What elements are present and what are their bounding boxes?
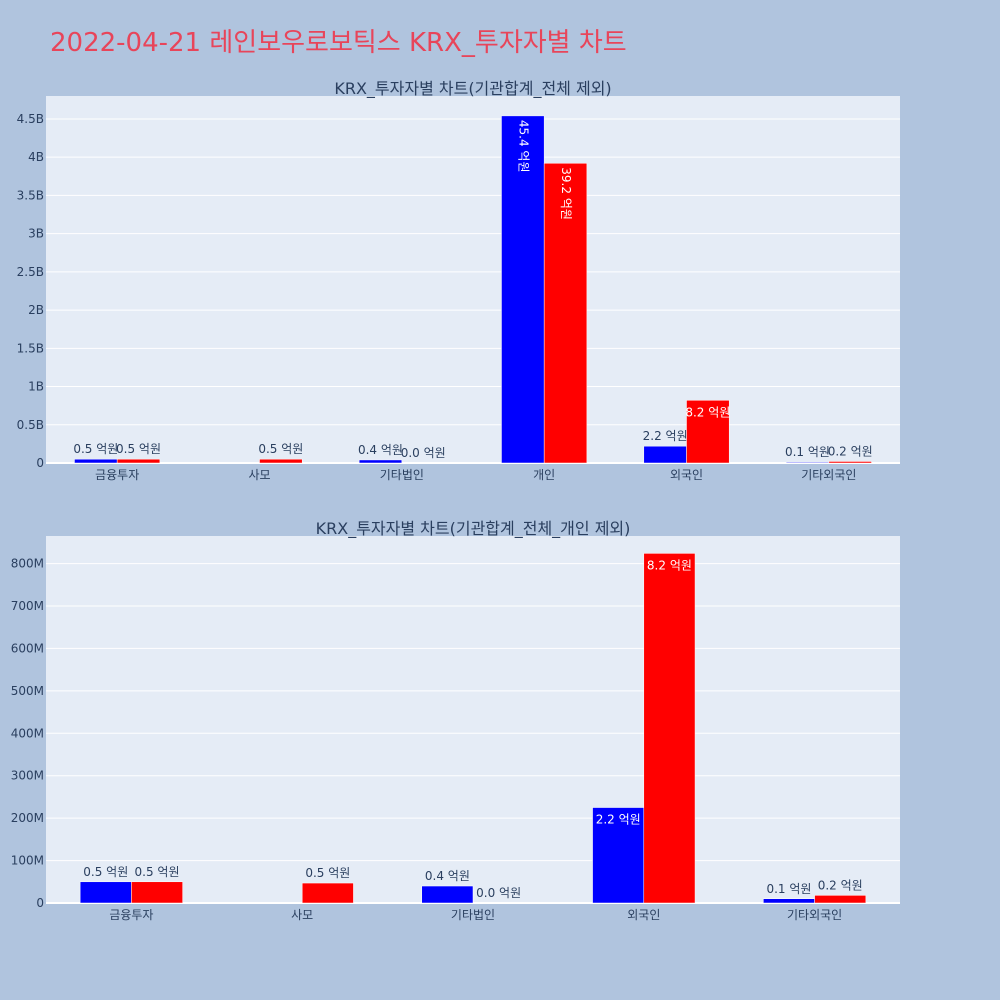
x-tick-label: 개인: [533, 468, 555, 482]
chart-title: KRX_투자자별 차트(기관합계_전체_개인 제외): [316, 519, 631, 539]
data-label: 39.2 억원: [559, 167, 573, 220]
chart-top: 0 0.5B 1B 1.5B 2B 2.5B 3B 3.5B 4B 4.5B KRX_투자자별 차트…: [17, 79, 900, 482]
data-label: 2.2 억원: [643, 429, 688, 443]
y-tick-label: 200M: [11, 811, 44, 825]
y-tick-label: 500M: [11, 684, 44, 698]
data-label: 0.5 억원: [83, 865, 128, 879]
y-tick-label: 4.5B: [17, 112, 44, 126]
bar-series-1: [763, 898, 815, 904]
data-label: 0.5 억원: [135, 865, 180, 879]
data-label: 0.1 억원: [766, 882, 811, 896]
bar-series-2: [131, 881, 183, 904]
data-label: 0.2 억원: [818, 878, 863, 892]
x-tick-label: 기타법인: [380, 468, 424, 482]
x-tick-label: 금융투자: [95, 468, 139, 482]
bar-series-2: [543, 163, 588, 464]
bar-series-2: [643, 553, 696, 904]
page-title: 2022-04-21 레인보우로보틱스 KRX_투자자별 차트: [50, 28, 627, 58]
bar-series-2: [828, 461, 872, 464]
data-label: 0.5 억원: [73, 442, 118, 456]
x-tick-label: 금융투자: [109, 908, 153, 922]
x-tick-label: 기타법인: [451, 908, 495, 922]
data-label: 2.2 억원: [596, 813, 641, 827]
y-tick-label: 2B: [28, 303, 44, 317]
y-tick-label: 0: [36, 456, 44, 470]
data-label: 0.5 억원: [305, 866, 350, 880]
y-tick-label: 0.5B: [17, 418, 44, 432]
data-label: 8.2 억원: [647, 558, 692, 572]
bar-series-1: [592, 807, 645, 904]
y-tick-label: 2.5B: [17, 265, 44, 279]
y-tick-label: 3.5B: [17, 188, 44, 202]
data-label: 0.5 억원: [258, 442, 303, 456]
data-label: 0.0 억원: [476, 886, 521, 900]
y-tick-label: 800M: [11, 557, 44, 571]
data-label: 0.5 억원: [116, 442, 161, 456]
y-tick-label: 0: [36, 896, 44, 910]
x-tick-label: 외국인: [670, 468, 703, 482]
x-tick-label: 사모: [291, 908, 313, 922]
x-tick-label: 외국인: [627, 908, 660, 922]
y-tick-label: 100M: [11, 854, 44, 868]
x-tick-label: 기타외국인: [801, 468, 856, 482]
data-label: 0.4 억원: [425, 869, 470, 883]
bar-series-1: [79, 881, 132, 904]
data-label: 8.2 억원: [685, 405, 730, 419]
data-label: 45.4 억원: [516, 120, 530, 173]
y-tick-label: 1B: [28, 380, 44, 394]
bar-series-2: [259, 458, 303, 464]
bar-series-1: [421, 885, 474, 904]
bar-series-2: [116, 458, 161, 464]
bar-series-2: [814, 895, 867, 904]
data-label: 0.4 억원: [358, 443, 403, 457]
bar-series-1: [501, 115, 545, 464]
data-label: 0.1 억원: [785, 445, 830, 459]
x-tick-label: 기타외국인: [787, 908, 842, 922]
chart-title: KRX_투자자별 차트(기관합계_전체 제외): [334, 79, 611, 99]
plot-area: [46, 536, 900, 903]
x-tick-label: 사모: [248, 468, 270, 482]
bar-series-2: [301, 882, 354, 904]
bar-series-2: [686, 400, 730, 464]
y-tick-label: 700M: [11, 599, 44, 613]
data-label: 0.2 억원: [828, 444, 873, 458]
y-tick-label: 1.5B: [17, 341, 44, 355]
y-tick-label: 4B: [28, 150, 44, 164]
y-tick-label: 3B: [28, 227, 44, 241]
y-tick-label: 300M: [11, 769, 44, 783]
y-tick-label: 400M: [11, 726, 44, 740]
bar-series-1: [358, 459, 403, 464]
y-tick-label: 600M: [11, 641, 44, 655]
data-label: 0.0 억원: [401, 446, 446, 460]
